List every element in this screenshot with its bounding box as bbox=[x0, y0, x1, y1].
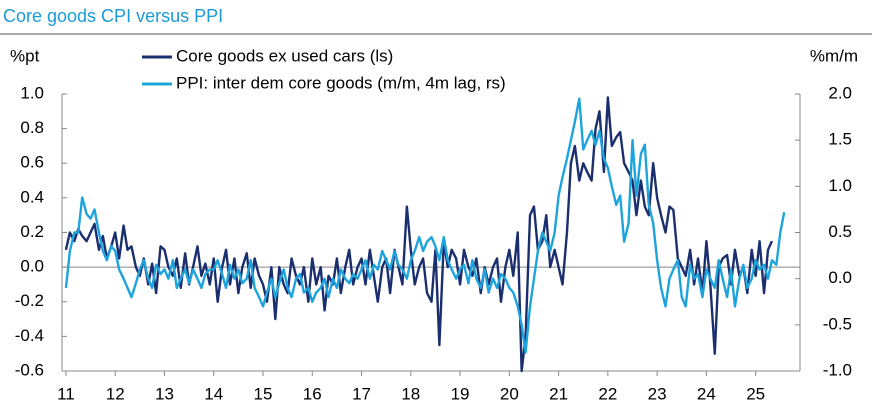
x-tick-label: 21 bbox=[549, 384, 568, 403]
y-tick-label: 0.6 bbox=[20, 153, 44, 172]
y-tick-label: 1.0 bbox=[20, 83, 44, 102]
x-tick-label: 13 bbox=[155, 384, 174, 403]
y2-tick-label: 0.5 bbox=[828, 222, 852, 241]
x-tick-label: 20 bbox=[500, 384, 519, 403]
y2-tick-label: 0.0 bbox=[828, 268, 852, 287]
y-tick-label: 0.2 bbox=[20, 222, 44, 241]
series-line bbox=[64, 96, 774, 373]
y-tick-label: -0.6 bbox=[15, 360, 44, 379]
legend-label: PPI: inter dem core goods (m/m, 4m lag, … bbox=[176, 73, 506, 92]
y2-tick-label: -1.0 bbox=[823, 360, 852, 379]
x-tick-label: 14 bbox=[204, 384, 223, 403]
series-line bbox=[64, 97, 786, 354]
x-tick-label: 22 bbox=[598, 384, 617, 403]
y-tick-label: 0.0 bbox=[20, 257, 44, 276]
x-tick-label: 16 bbox=[303, 384, 322, 403]
y2-tick-label: 2.0 bbox=[828, 83, 852, 102]
x-tick-label: 23 bbox=[648, 384, 667, 403]
x-tick-label: 24 bbox=[697, 384, 716, 403]
y-tick-label: 0.8 bbox=[20, 118, 44, 137]
y-tick-label: -0.4 bbox=[15, 326, 44, 345]
y2-tick-label: 1.0 bbox=[828, 176, 852, 195]
y2-tick-label: -0.5 bbox=[823, 314, 852, 333]
y2-axis-label: %m/m bbox=[810, 46, 858, 65]
legend-label: Core goods ex used cars (ls) bbox=[176, 46, 393, 65]
y-tick-label: -0.2 bbox=[15, 291, 44, 310]
y2-tick-label: 1.5 bbox=[828, 130, 852, 149]
y-axis-label: %pt bbox=[10, 46, 40, 65]
x-tick-label: 17 bbox=[352, 384, 371, 403]
y-tick-label: 0.4 bbox=[20, 187, 44, 206]
chart-title: Core goods CPI versus PPI bbox=[3, 6, 223, 26]
x-tick-label: 19 bbox=[451, 384, 470, 403]
x-tick-label: 15 bbox=[254, 384, 273, 403]
x-tick-label: 25 bbox=[746, 384, 765, 403]
x-tick-label: 18 bbox=[401, 384, 420, 403]
x-tick-label: 12 bbox=[106, 384, 125, 403]
x-tick-label: 11 bbox=[57, 384, 75, 403]
